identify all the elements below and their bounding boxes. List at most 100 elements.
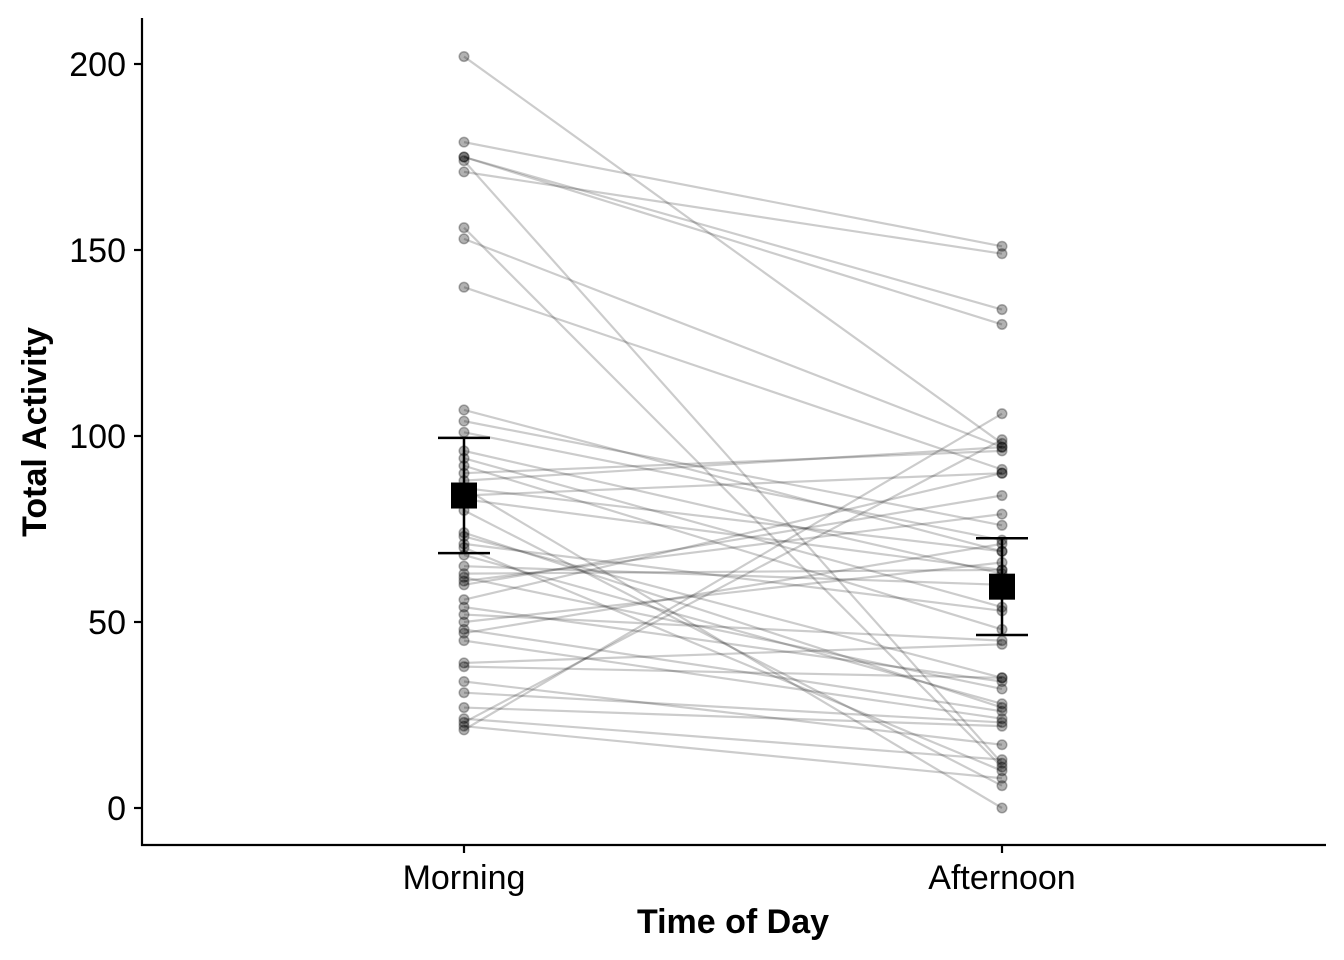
point-afternoon	[996, 441, 1008, 453]
point-afternoon	[996, 675, 1008, 688]
point-afternoon	[996, 434, 1008, 446]
point-afternoon	[996, 248, 1008, 260]
point-morning	[458, 716, 470, 728]
pair-line	[463, 691, 1003, 724]
pair-line	[463, 226, 1003, 768]
pair-line	[463, 706, 1003, 728]
mean-marker-morning	[451, 482, 477, 509]
point-afternoon	[996, 437, 1008, 449]
pair-line	[463, 159, 1003, 765]
pair-line	[463, 449, 1003, 575]
point-morning	[458, 713, 470, 725]
point-morning	[458, 415, 470, 427]
point-afternoon	[996, 508, 1008, 520]
pair-line	[463, 55, 1003, 445]
pair-line	[463, 472, 1003, 601]
point-morning	[458, 155, 470, 167]
point-afternoon	[996, 702, 1008, 714]
point-morning	[458, 724, 470, 736]
point-morning	[458, 579, 470, 591]
point-morning	[458, 609, 470, 621]
point-afternoon	[996, 705, 1008, 717]
point-afternoon	[996, 716, 1008, 728]
pair-line	[463, 486, 1003, 553]
point-morning	[458, 616, 470, 628]
mean-marker-afternoon	[989, 573, 1015, 600]
x-tick-label: Afternoon	[928, 859, 1075, 897]
point-morning	[458, 568, 470, 580]
pair-line	[463, 513, 1003, 583]
point-morning	[458, 571, 470, 583]
point-afternoon	[996, 720, 1008, 732]
point-morning	[458, 601, 470, 613]
y-tick-label: 150	[69, 232, 126, 270]
pair-line	[463, 412, 1003, 731]
y-tick-label: 0	[107, 790, 126, 828]
x-axis-title: Time of Day	[637, 903, 829, 941]
point-afternoon	[996, 519, 1008, 531]
point-afternoon	[996, 463, 1008, 476]
pair-line	[463, 472, 1003, 497]
x-tick-label: Morning	[403, 859, 526, 897]
pair-line	[463, 464, 1003, 631]
pair-line	[463, 420, 1003, 527]
point-afternoon	[996, 489, 1008, 502]
pair-line	[463, 643, 1003, 665]
y-axis-title: Total Activity	[16, 327, 54, 537]
point-morning	[458, 657, 470, 669]
pair-line	[463, 553, 1003, 705]
y-tick-label: 50	[88, 604, 126, 642]
point-afternoon	[996, 445, 1008, 457]
pair-line	[463, 628, 1003, 713]
y-tick-label: 100	[69, 418, 126, 456]
point-afternoon	[996, 672, 1008, 684]
point-morning	[458, 51, 470, 63]
point-afternoon	[996, 467, 1008, 479]
point-afternoon	[996, 761, 1008, 773]
pair-line	[463, 531, 1003, 709]
y-tick-label: 200	[69, 46, 126, 84]
pair-line	[463, 665, 1003, 679]
pair-line	[463, 408, 1003, 553]
point-afternoon	[996, 754, 1008, 766]
pair-line	[463, 286, 1003, 471]
point-morning	[458, 675, 470, 688]
point-afternoon	[996, 441, 1008, 453]
point-afternoon	[996, 408, 1008, 420]
point-morning	[458, 627, 470, 639]
pair-line	[463, 568, 1003, 575]
pair-line	[463, 170, 1003, 255]
point-afternoon	[996, 765, 1008, 777]
pair-line	[463, 494, 1003, 586]
point-afternoon	[996, 780, 1008, 792]
point-morning	[458, 233, 470, 245]
pair-line	[463, 155, 1003, 326]
pair-line	[463, 457, 1003, 609]
pair-line	[463, 449, 1003, 475]
pair-line	[463, 565, 1003, 586]
pair-line	[463, 438, 1003, 724]
point-morning	[458, 222, 470, 234]
point-morning	[458, 560, 470, 572]
pair-line	[463, 141, 1003, 248]
x-ticks: Morning Afternoon	[403, 845, 1076, 897]
point-afternoon	[996, 802, 1008, 814]
pair-line	[463, 155, 1003, 311]
pair-line	[463, 542, 1003, 612]
pair-line	[463, 535, 1003, 679]
point-afternoon	[996, 683, 1008, 695]
pair-lines	[463, 55, 1003, 809]
point-afternoon	[996, 698, 1008, 710]
point-morning	[458, 635, 470, 647]
pair-line	[463, 717, 1003, 761]
point-afternoon	[996, 772, 1008, 784]
pair-line	[463, 446, 1003, 482]
pair-line	[463, 237, 1003, 449]
point-morning	[458, 623, 470, 635]
pair-line	[463, 431, 1003, 542]
y-ticks: 0 50 100 150 200	[69, 46, 142, 828]
point-afternoon	[996, 467, 1008, 479]
point-morning	[458, 151, 470, 163]
point-afternoon	[996, 757, 1008, 769]
